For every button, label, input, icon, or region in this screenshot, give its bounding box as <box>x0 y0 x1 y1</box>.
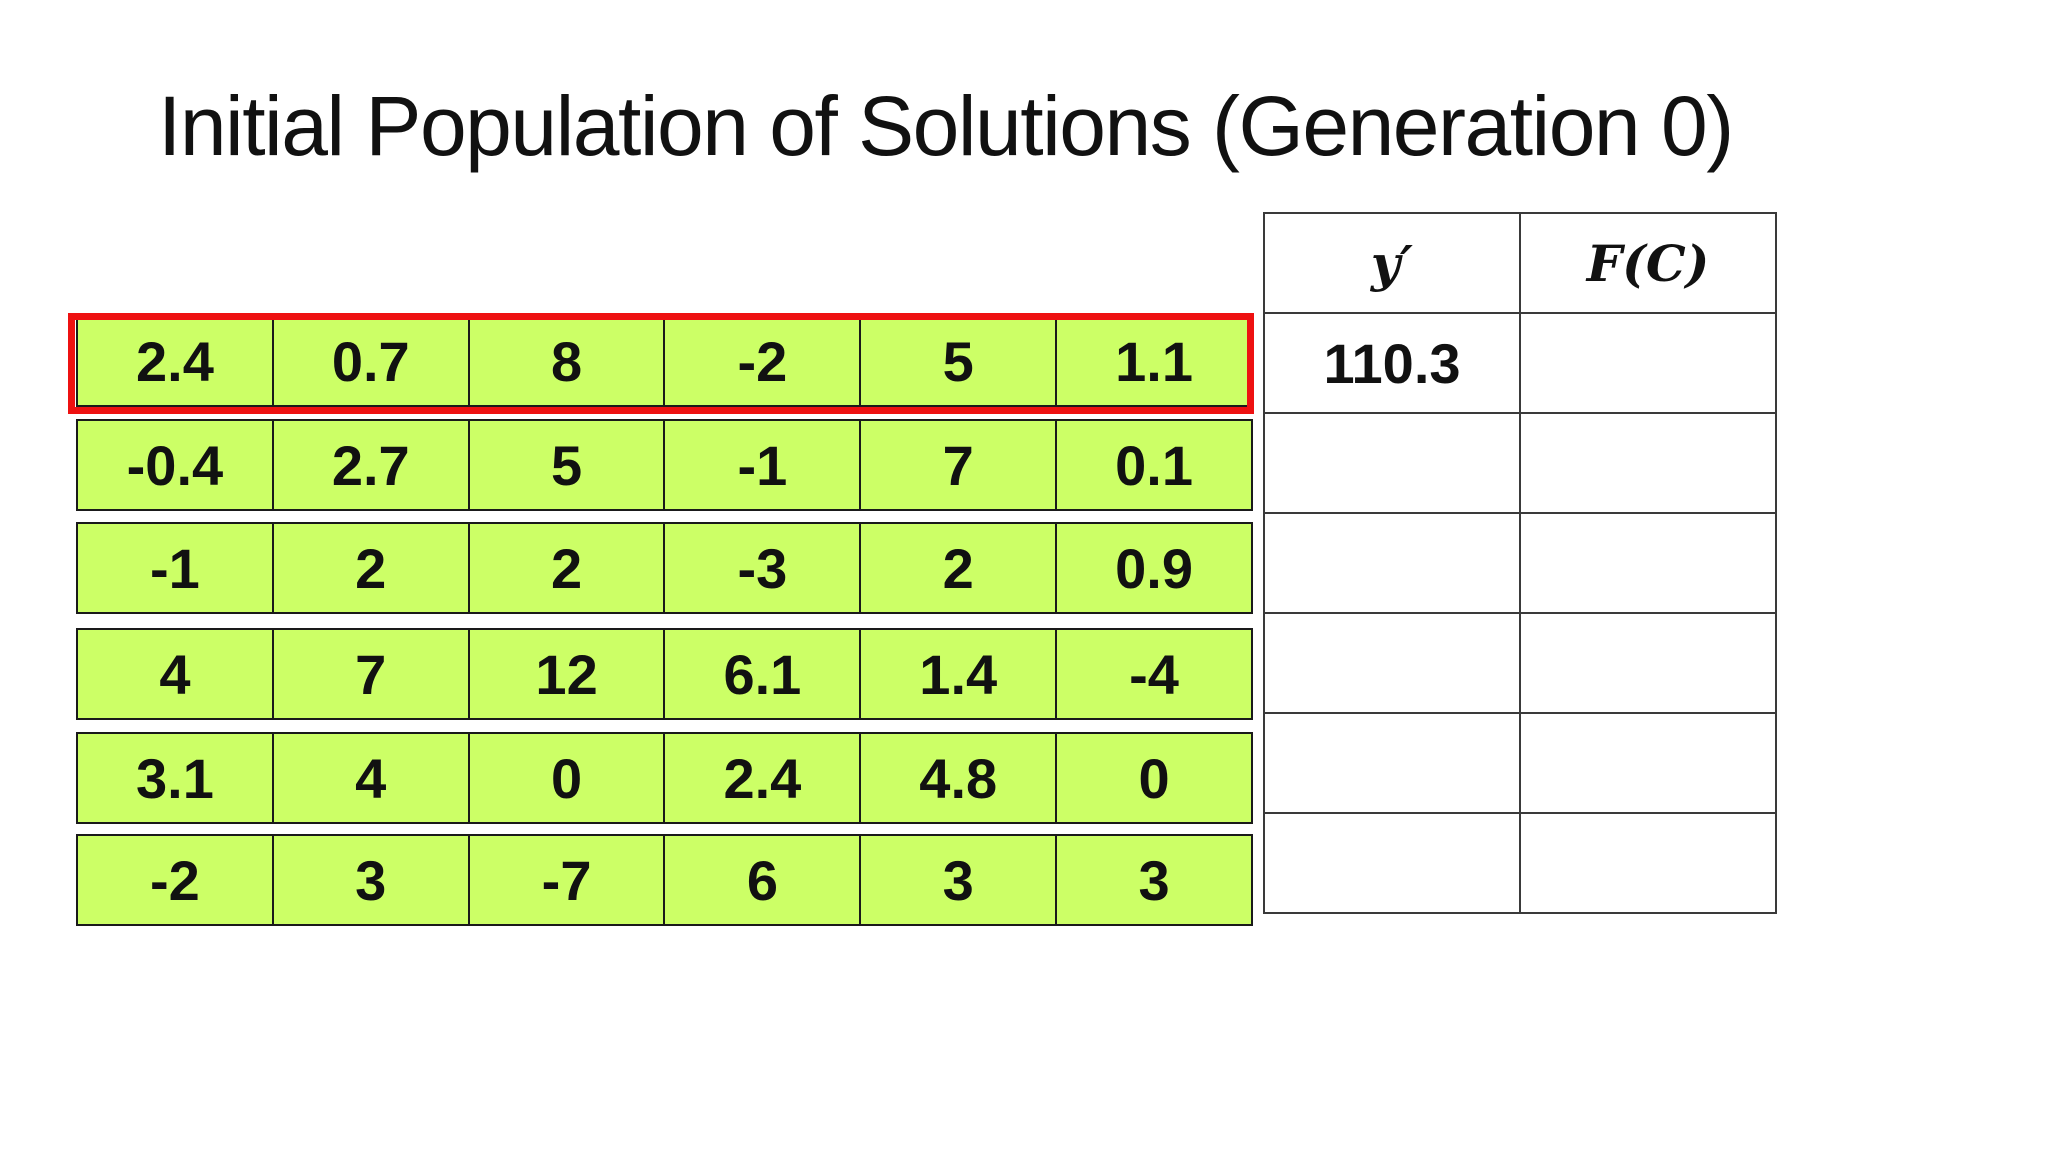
y-prime-cell: 110.3 <box>1263 312 1521 414</box>
fitness-cell <box>1519 512 1777 614</box>
gene-cell: 2.7 <box>274 421 470 509</box>
population-row: 3.1 4 0 2.4 4.8 0 <box>76 732 1253 824</box>
gene-cell: -1 <box>665 421 862 509</box>
y-prime-cell <box>1263 612 1521 714</box>
gene-cell: -1 <box>78 524 274 612</box>
gene-cell: 0.7 <box>274 317 470 405</box>
gene-cell: 4.8 <box>861 734 1058 822</box>
gene-cell: 8 <box>470 317 666 405</box>
gene-cell: 2.4 <box>78 317 274 405</box>
evaluation-row <box>1263 412 1777 514</box>
gene-cell: 3 <box>274 836 470 924</box>
gene-cell: -2 <box>78 836 274 924</box>
gene-cell: -3 <box>665 524 862 612</box>
population-row: -1 2 2 -3 2 0.9 <box>76 522 1253 614</box>
gene-cell: 0 <box>1138 746 1170 810</box>
evaluation-row <box>1263 812 1777 914</box>
gene-cell: 4 <box>274 734 470 822</box>
population-row: 4 7 12 6.1 1.4 -4 <box>76 628 1253 720</box>
gene-cell: 0.1 <box>1115 433 1193 497</box>
gene-cell: 6 <box>665 836 862 924</box>
evaluation-row <box>1263 712 1777 814</box>
fitness-cell <box>1519 812 1777 914</box>
slide-title: Initial Population of Solutions (Generat… <box>158 79 1734 173</box>
fitness-cell <box>1519 712 1777 814</box>
gene-cell: 3 <box>1138 848 1170 912</box>
gene-cell: 5 <box>861 317 1058 405</box>
gene-cell: 12 <box>470 630 666 718</box>
y-prime-cell <box>1263 712 1521 814</box>
evaluation-header-row: y′ F(C) <box>1263 212 1777 314</box>
gene-cell: 3.1 <box>78 734 274 822</box>
y-prime-header: y′ <box>1263 212 1521 314</box>
gene-cell: 0.9 <box>1115 536 1193 600</box>
gene-cell: 4 <box>78 630 274 718</box>
gene-cell: 2 <box>274 524 470 612</box>
gene-cell: 3 <box>861 836 1058 924</box>
evaluation-row <box>1263 512 1777 614</box>
evaluation-row: 110.3 <box>1263 312 1777 414</box>
population-row: -0.4 2.7 5 -1 7 0.1 <box>76 419 1253 511</box>
gene-cell: 7 <box>861 421 1058 509</box>
gene-cell: 0 <box>470 734 666 822</box>
fitness-cell <box>1519 412 1777 514</box>
fitness-cell <box>1519 312 1777 414</box>
evaluation-table: y′ F(C) 110.3 <box>1263 212 1777 914</box>
gene-cell: -4 <box>1129 642 1179 706</box>
gene-cell: 5 <box>470 421 666 509</box>
fitness-header: F(C) <box>1519 212 1777 314</box>
y-prime-cell <box>1263 412 1521 514</box>
evaluation-row <box>1263 612 1777 714</box>
y-prime-cell <box>1263 812 1521 914</box>
gene-cell: -7 <box>470 836 666 924</box>
population-row: 2.4 0.7 8 -2 5 1.1 <box>76 315 1253 407</box>
gene-cell: 1.1 <box>1115 329 1193 393</box>
y-prime-cell <box>1263 512 1521 614</box>
gene-cell: -0.4 <box>78 421 274 509</box>
gene-cell: 2 <box>470 524 666 612</box>
gene-cell: 2.4 <box>665 734 862 822</box>
population-row: -2 3 -7 6 3 3 <box>76 834 1253 926</box>
gene-cell: 1.4 <box>861 630 1058 718</box>
fitness-cell <box>1519 612 1777 714</box>
gene-cell: -2 <box>665 317 862 405</box>
gene-cell: 2 <box>861 524 1058 612</box>
gene-cell: 7 <box>274 630 470 718</box>
gene-cell: 6.1 <box>665 630 862 718</box>
